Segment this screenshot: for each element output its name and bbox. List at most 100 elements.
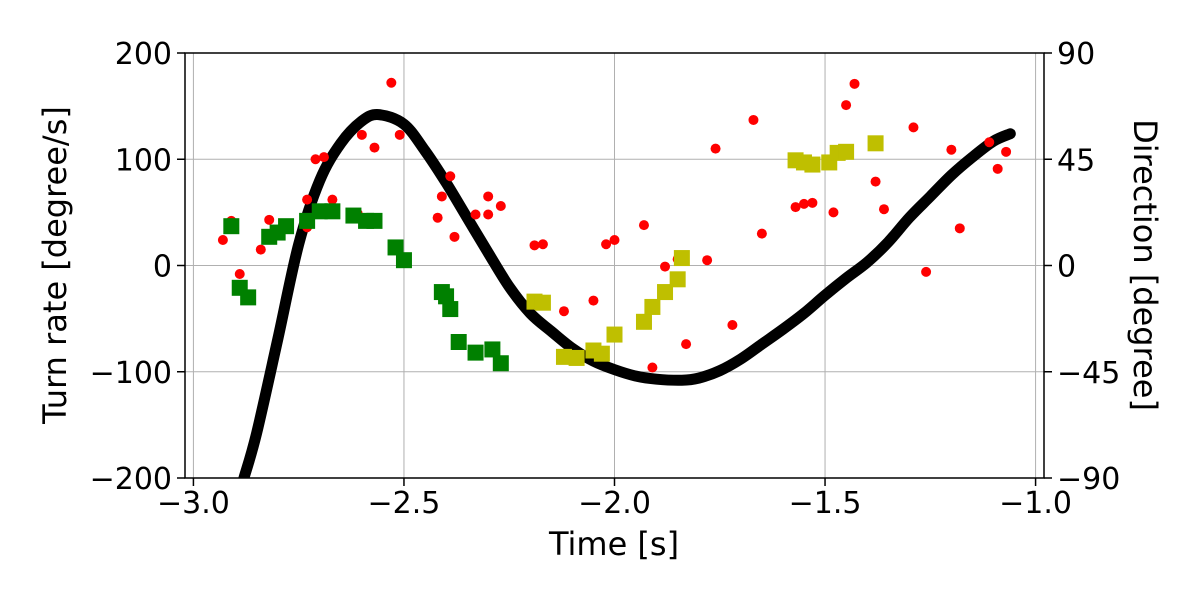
square-marker xyxy=(492,355,509,372)
direction-curve xyxy=(238,109,1016,478)
y-right-tick-label: 90 xyxy=(1057,37,1095,72)
y-left-tick-label: −100 xyxy=(90,356,172,391)
square-marker xyxy=(223,218,240,235)
turn-rate-point xyxy=(310,154,321,165)
turn-rate-point xyxy=(756,228,767,239)
turn-rate-point xyxy=(681,339,692,350)
square-marker xyxy=(838,143,855,160)
y-right-tick-label: −90 xyxy=(1057,462,1120,497)
y-left-tick-label: −200 xyxy=(90,462,172,497)
square-marker xyxy=(278,218,295,235)
turn-rate-point xyxy=(432,212,443,223)
turn-rate-point xyxy=(234,269,245,279)
turn-rate-point xyxy=(878,204,889,215)
turn-rate-point xyxy=(327,194,338,205)
turn-rate-point xyxy=(495,201,506,211)
turn-rate-point xyxy=(1001,146,1012,157)
turn-rate-point xyxy=(748,114,759,125)
turn-rate-point xyxy=(702,255,713,266)
y-left-tick-label: 100 xyxy=(115,143,172,178)
square-marker xyxy=(366,212,383,229)
turn-rate-point xyxy=(921,266,932,277)
turn-rate-point xyxy=(946,144,957,155)
turn-rate-point xyxy=(992,163,1003,174)
square-marker xyxy=(593,345,610,362)
square-marker xyxy=(673,250,690,267)
turn-rate-point xyxy=(849,78,860,89)
turn-rate-point xyxy=(369,142,380,153)
square-marker xyxy=(387,239,404,256)
turn-rate-point xyxy=(470,209,481,220)
axes: −3.0 −2.5 −2.0 −1.5 −1.0 −200 −100 0 100 200 −90 −4… xyxy=(90,37,1121,521)
y-right-axis-label: Direction [degree] xyxy=(1126,119,1164,411)
y-left-tick-label: 200 xyxy=(115,37,172,72)
square-marker xyxy=(311,203,328,220)
turn-rate-point xyxy=(807,197,818,208)
turn-rate-point xyxy=(588,295,599,306)
square-marker xyxy=(635,313,652,330)
square-marker xyxy=(467,344,484,361)
turn-rate-point xyxy=(984,137,995,148)
square-marker xyxy=(240,289,257,306)
turn-rate-point xyxy=(601,239,612,250)
turn-rate-point xyxy=(609,235,620,245)
square-marker xyxy=(324,203,341,220)
square-marker xyxy=(606,326,623,343)
turn-rate-point xyxy=(647,362,658,373)
turn-rate-point xyxy=(727,320,738,330)
x-tick-label: −2.0 xyxy=(578,486,651,521)
x-axis-label: Time [s] xyxy=(548,525,679,563)
turn-rate-point xyxy=(445,171,456,182)
turn-rate-point xyxy=(954,223,965,234)
square-marker xyxy=(484,341,501,358)
square-marker xyxy=(299,212,316,229)
square-marker xyxy=(555,348,572,365)
turn-rate-point xyxy=(558,306,569,317)
square-marker xyxy=(804,156,821,173)
x-tick-label: −2.5 xyxy=(368,486,441,521)
turn-rate-point xyxy=(483,191,494,202)
turn-rate-point xyxy=(537,239,548,250)
turn-rate-point xyxy=(870,176,881,187)
square-marker xyxy=(450,334,467,350)
turn-rate-point xyxy=(660,261,671,272)
turn-rate-point xyxy=(394,129,405,140)
turn-rate-point xyxy=(529,240,540,251)
turn-rate-point xyxy=(908,122,919,133)
y-left-tick-label: 0 xyxy=(153,250,172,285)
turn-rate-point xyxy=(386,77,397,88)
turn-rate-point xyxy=(828,207,839,218)
turn-rate-point xyxy=(798,198,809,209)
y-left-axis-label: Turn rate [degree/s] xyxy=(36,106,74,425)
turn-rate-point xyxy=(255,244,266,255)
turn-rate-point xyxy=(356,129,367,140)
turn-rate-point xyxy=(436,191,447,202)
square-marker xyxy=(644,298,661,315)
grid xyxy=(185,52,1044,479)
plot-area xyxy=(217,77,1016,478)
turn-rate-point xyxy=(710,143,721,154)
x-tick-label: −1.0 xyxy=(999,486,1072,521)
turn-rate-point xyxy=(841,100,852,111)
turn-rate-point xyxy=(638,220,649,231)
y-right-tick-label: 0 xyxy=(1057,250,1076,285)
square-marker xyxy=(442,301,459,318)
square-marker xyxy=(669,271,686,288)
square-marker xyxy=(657,284,674,301)
turn-rate-point xyxy=(264,214,275,225)
turn-rate-point xyxy=(790,202,801,213)
x-tick-label: −1.5 xyxy=(789,486,862,521)
y-right-tick-label: −45 xyxy=(1057,356,1120,391)
turn-rate-point xyxy=(483,209,494,220)
square-marker xyxy=(345,207,362,224)
turn-rate-point xyxy=(318,152,329,163)
square-marker xyxy=(534,294,551,311)
turn-rate-point xyxy=(217,235,228,245)
turn-rate-point xyxy=(302,194,313,205)
square-marker xyxy=(568,349,585,366)
square-marker xyxy=(438,288,455,305)
y-right-tick-label: 45 xyxy=(1057,143,1095,178)
square-marker xyxy=(395,252,412,269)
turn-rate-point xyxy=(449,231,460,242)
